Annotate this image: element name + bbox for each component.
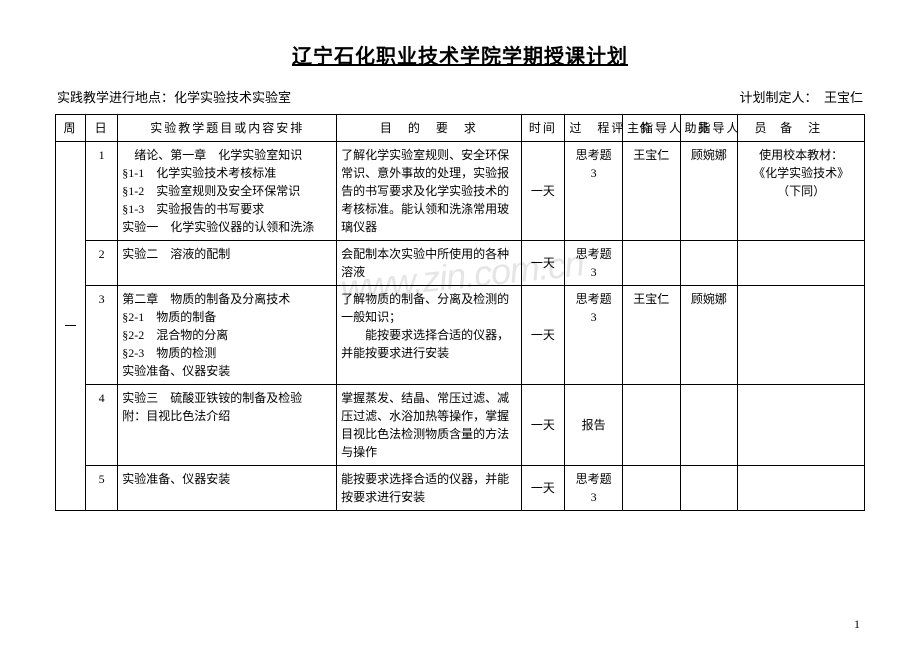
cell-content: 实验准备、仪器安装 (118, 466, 337, 511)
cell-time: 一天 (521, 286, 565, 385)
cell-evaluation: 报告 (565, 385, 623, 466)
cell-main-instructor: 王宝仁 (622, 142, 680, 241)
cell-content: 实验三 硫酸亚铁铵的制备及检验附：目视比色法介绍 (118, 385, 337, 466)
table-row: 2实验二 溶液的配制会配制本次实验中所使用的各种溶液一天思考题3 (56, 241, 865, 286)
cell-assist-instructor (680, 241, 738, 286)
cell-content: 绪论、第一章 化学实验室知识§1-1 化学实验技术考核标准§1-2 实验室规则及… (118, 142, 337, 241)
cell-requirement: 掌握蒸发、结晶、常压过滤、减压过滤、水浴加热等操作，掌握目视比色法检测物质含量的… (337, 385, 521, 466)
cell-time: 一天 (521, 385, 565, 466)
cell-evaluation: 思考题3 (565, 142, 623, 241)
cell-day: 4 (85, 385, 117, 466)
cell-note: 使用校本教材：《化学实验技术》（下同） (738, 142, 865, 241)
cell-requirement: 了解化学实验室规则、安全环保常识、意外事故的处理，实验报告的书写要求及化学实验技… (337, 142, 521, 241)
cell-note (738, 241, 865, 286)
cell-note (738, 466, 865, 511)
th-day: 日 (85, 115, 117, 142)
cell-note (738, 385, 865, 466)
cell-assist-instructor (680, 385, 738, 466)
meta-row: 实践教学进行地点：化学实验技术实验室 计划制定人： 王宝仁 (55, 87, 865, 106)
table-row: 一1 绪论、第一章 化学实验室知识§1-1 化学实验技术考核标准§1-2 实验室… (56, 142, 865, 241)
cell-main-instructor (622, 241, 680, 286)
cell-time: 一天 (521, 142, 565, 241)
table-header-row: 周 日 实验教学题目或内容安排 目 的 要 求 时间 过 程评 价 主指导人 员… (56, 115, 865, 142)
cell-assist-instructor (680, 466, 738, 511)
cell-time: 一天 (521, 466, 565, 511)
cell-note (738, 286, 865, 385)
cell-day: 3 (85, 286, 117, 385)
cell-requirement: 了解物质的制备、分离及检测的一般知识； 能按要求选择合适的仪器，并能按要求进行安… (337, 286, 521, 385)
table-row: 4实验三 硫酸亚铁铵的制备及检验附：目视比色法介绍掌握蒸发、结晶、常压过滤、减压… (56, 385, 865, 466)
cell-time: 一天 (521, 241, 565, 286)
cell-main-instructor: 王宝仁 (622, 286, 680, 385)
th-time: 时间 (521, 115, 565, 142)
cell-day: 1 (85, 142, 117, 241)
th-requirement: 目 的 要 求 (337, 115, 521, 142)
th-content: 实验教学题目或内容安排 (118, 115, 337, 142)
cell-requirement: 能按要求选择合适的仪器，并能按要求进行安装 (337, 466, 521, 511)
cell-evaluation: 思考题3 (565, 241, 623, 286)
page-number: 1 (854, 617, 860, 632)
schedule-table: 周 日 实验教学题目或内容安排 目 的 要 求 时间 过 程评 价 主指导人 员… (55, 114, 865, 511)
cell-day: 5 (85, 466, 117, 511)
table-row: 3第二章 物质的制备及分离技术§2-1 物质的制备§2-2 混合物的分离§2-3… (56, 286, 865, 385)
cell-main-instructor (622, 385, 680, 466)
cell-evaluation: 思考题3 (565, 286, 623, 385)
cell-evaluation: 思考题3 (565, 466, 623, 511)
meta-planner: 计划制定人： 王宝仁 (739, 87, 863, 106)
cell-main-instructor (622, 466, 680, 511)
page-title: 辽宁石化职业技术学院学期授课计划 (55, 40, 865, 69)
meta-location: 实践教学进行地点：化学实验技术实验室 (57, 87, 291, 106)
cell-requirement: 会配制本次实验中所使用的各种溶液 (337, 241, 521, 286)
cell-assist-instructor: 顾婉娜 (680, 286, 738, 385)
table-row: 5实验准备、仪器安装能按要求选择合适的仪器，并能按要求进行安装一天思考题3 (56, 466, 865, 511)
th-assist: 助指导人 员 (680, 115, 738, 142)
cell-week: 一 (56, 142, 86, 511)
cell-day: 2 (85, 241, 117, 286)
th-week: 周 (56, 115, 86, 142)
th-main: 主指导人 员 (622, 115, 680, 142)
cell-content: 实验二 溶液的配制 (118, 241, 337, 286)
th-evaluation: 过 程评 价 (565, 115, 623, 142)
cell-content: 第二章 物质的制备及分离技术§2-1 物质的制备§2-2 混合物的分离§2-3 … (118, 286, 337, 385)
cell-assist-instructor: 顾婉娜 (680, 142, 738, 241)
